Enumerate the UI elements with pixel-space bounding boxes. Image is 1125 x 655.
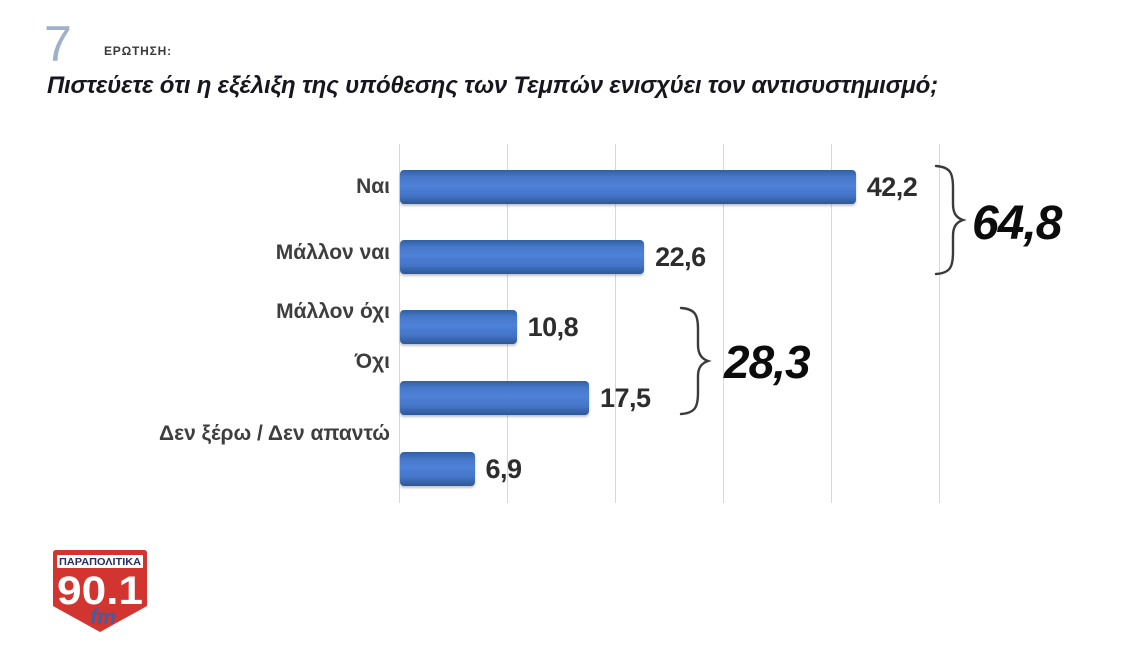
category-label: Μάλλον όχι [276, 300, 390, 323]
category-label: Ναι [356, 175, 390, 198]
gridline [723, 144, 724, 503]
value-label: 17,5 [600, 383, 651, 413]
logo-station-text: ΠΑΡΑΠΟΛΙΤΙΚΑ [59, 556, 141, 568]
logo-band-text: fm [90, 606, 116, 629]
brace-yes-group-icon [934, 164, 967, 276]
logo-frequency-text: 90.1 [57, 569, 143, 613]
value-label: 6,9 [485, 454, 523, 484]
question-number: 7 [44, 16, 72, 72]
brace-no-group-icon [679, 306, 712, 416]
gridline [831, 144, 832, 503]
bar [400, 381, 589, 415]
value-label: 10,8 [527, 312, 579, 342]
gridline [615, 144, 616, 503]
group-total-no: 28,3 [724, 336, 811, 388]
bar [400, 170, 856, 204]
category-label: Δεν ξέρω / Δεν απαντώ [159, 422, 390, 445]
category-label: Όχι [354, 350, 390, 373]
bar [400, 452, 475, 486]
value-label: 42,2 [866, 172, 918, 202]
value-label: 22,6 [655, 242, 706, 272]
bar [400, 310, 517, 344]
bar [400, 240, 645, 274]
logo-station-band [57, 555, 143, 568]
category-label: Μάλλον ναι [275, 241, 390, 264]
question-title: Πιστεύετε ότι η εξέλιξη της υπόθεσης των… [47, 72, 938, 99]
logo-shield [53, 550, 147, 632]
radio-station-logo: ΠΑΡΑΠΟΛΙΤΙΚΑ 90.1 fm [53, 550, 147, 632]
gridline [939, 144, 940, 503]
group-total-yes: 64,8 [972, 197, 1062, 250]
question-kicker: ΕΡΩΤΗΣΗ: [104, 44, 172, 58]
gridline [399, 144, 400, 503]
